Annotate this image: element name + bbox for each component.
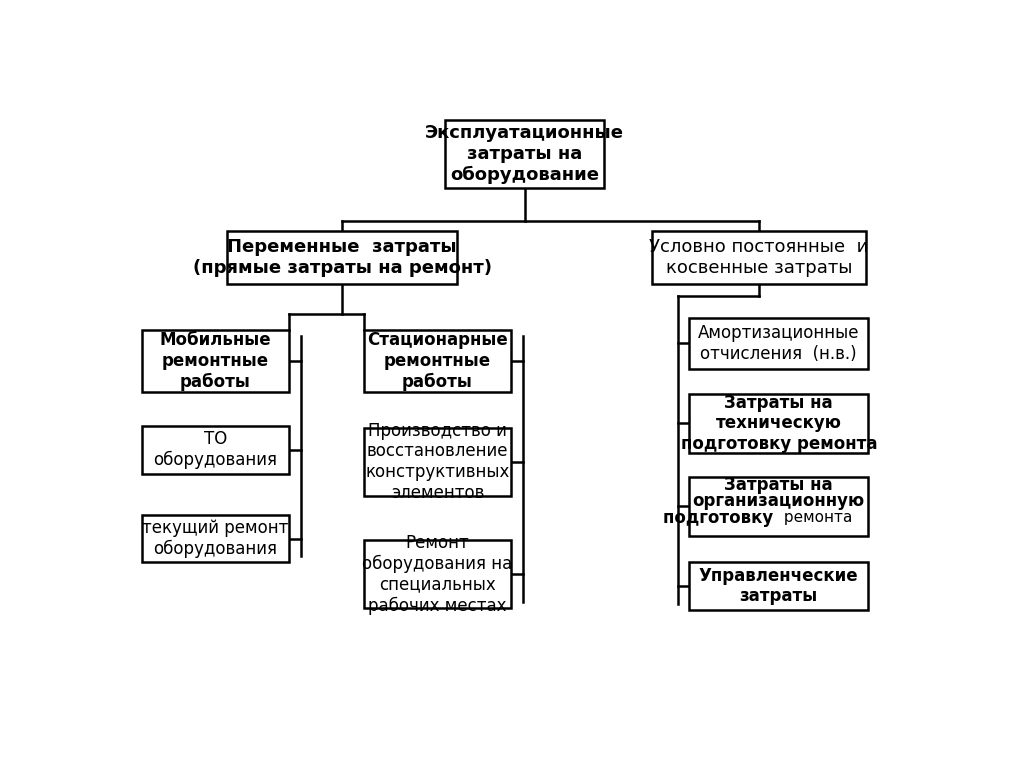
Text: Затраты на
техническую
подготовку ремонта: Затраты на техническую подготовку ремонт… [681, 393, 877, 453]
FancyBboxPatch shape [445, 121, 604, 188]
FancyBboxPatch shape [652, 231, 866, 284]
FancyBboxPatch shape [365, 540, 511, 608]
Text: Затраты на: Затраты на [724, 475, 834, 494]
Text: организационную: организационную [692, 492, 865, 510]
Text: Переменные  затраты
(прямые затраты на ремонт): Переменные затраты (прямые затраты на ре… [193, 238, 492, 277]
Text: Условно постоянные  и
косвенные затраты: Условно постоянные и косвенные затраты [649, 238, 868, 277]
Text: Эксплуатационные
затраты на
оборудование: Эксплуатационные затраты на оборудование [425, 124, 625, 184]
Text: подготовку: подготовку [663, 508, 778, 527]
Text: Стационарные
ремонтные
работы: Стационарные ремонтные работы [368, 331, 508, 391]
Text: Управленческие
затраты: Управленческие затраты [699, 567, 858, 605]
FancyBboxPatch shape [689, 476, 868, 536]
FancyBboxPatch shape [365, 330, 511, 392]
FancyBboxPatch shape [365, 428, 511, 496]
FancyBboxPatch shape [689, 562, 868, 610]
FancyBboxPatch shape [689, 319, 868, 369]
Text: ТО
оборудования: ТО оборудования [154, 430, 278, 469]
FancyBboxPatch shape [689, 394, 868, 453]
Text: текущий ремонт
оборудования: текущий ремонт оборудования [142, 519, 289, 558]
Text: Амортизационные
отчисления  (н.в.): Амортизационные отчисления (н.в.) [698, 324, 859, 363]
FancyBboxPatch shape [142, 515, 289, 562]
FancyBboxPatch shape [142, 330, 289, 392]
FancyBboxPatch shape [142, 426, 289, 474]
Text: Мобильные
ремонтные
работы: Мобильные ремонтные работы [160, 331, 271, 391]
Text: Ремонт
оборудования на
специальных
рабочих местах: Ремонт оборудования на специальных рабоч… [362, 534, 513, 614]
Text: ремонта: ремонта [778, 510, 852, 525]
Text: Производство и
восстановление
конструктивных
элементов: Производство и восстановление конструкти… [366, 422, 510, 502]
FancyBboxPatch shape [227, 231, 458, 284]
